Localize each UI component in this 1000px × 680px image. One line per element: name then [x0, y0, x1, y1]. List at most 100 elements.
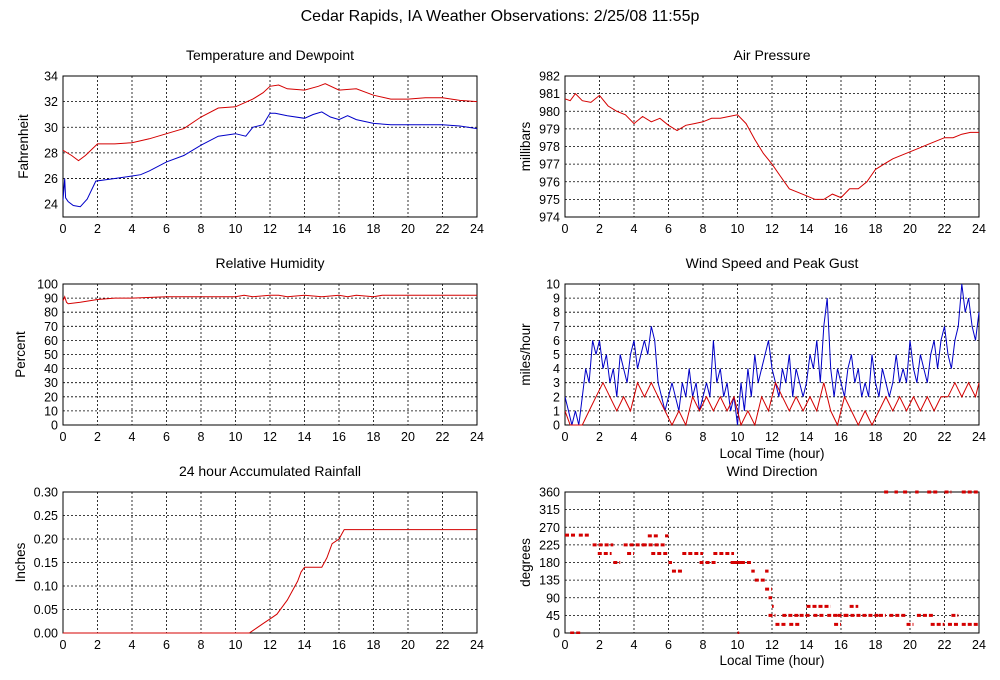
- direction-x-axis-label: Local Time (hour): [719, 653, 824, 668]
- x-tick-label: 4: [129, 222, 136, 236]
- wind-series-blue-line: [565, 283, 980, 426]
- x-tick-label: 10: [229, 222, 243, 236]
- x-tick-label: 14: [298, 222, 312, 236]
- wind-series-red-line: [565, 381, 980, 426]
- x-tick-label: 6: [163, 222, 170, 236]
- x-tick-label: 6: [665, 430, 672, 444]
- wind-plot-frame: [564, 283, 980, 426]
- direction-title: Wind Direction: [726, 463, 817, 479]
- x-tick-label: 20: [401, 638, 415, 652]
- y-tick-label: 60: [44, 334, 58, 348]
- x-tick-label: 6: [665, 638, 672, 652]
- x-tick-label: 16: [834, 430, 848, 444]
- x-tick-label: 4: [129, 638, 136, 652]
- x-tick-label: 16: [834, 222, 848, 236]
- y-tick-label: 0.15: [34, 556, 58, 570]
- y-tick-label: 26: [44, 172, 58, 186]
- x-tick-label: 24: [470, 638, 484, 652]
- wind-y-axis-label: miles/hour: [518, 323, 533, 386]
- y-tick-label: 977: [539, 158, 560, 172]
- page-title: Cedar Rapids, IA Weather Observations: 2…: [300, 8, 700, 25]
- x-tick-label: 8: [700, 222, 707, 236]
- x-tick-label: 14: [800, 638, 814, 652]
- x-tick-label: 8: [198, 222, 205, 236]
- y-tick-label: 80: [44, 306, 58, 320]
- x-tick-label: 22: [938, 430, 952, 444]
- x-tick-label: 18: [367, 638, 381, 652]
- x-tick-label: 18: [869, 638, 883, 652]
- y-tick-label: 976: [539, 175, 560, 189]
- x-tick-label: 2: [94, 222, 101, 236]
- temp-plot-frame: [62, 75, 478, 218]
- y-tick-label: 360: [539, 486, 560, 500]
- rain-y-axis-label: Inches: [13, 542, 28, 582]
- x-tick-label: 4: [129, 430, 136, 444]
- y-tick-label: 50: [44, 348, 58, 362]
- y-tick-label: 10: [546, 278, 560, 292]
- y-tick-label: 0: [51, 419, 58, 433]
- x-tick-label: 8: [700, 430, 707, 444]
- direction-y-axis-label: degrees: [518, 538, 533, 587]
- x-tick-label: 12: [765, 430, 779, 444]
- y-tick-label: 34: [44, 70, 58, 84]
- y-tick-label: 30: [44, 121, 58, 135]
- x-tick-label: 22: [938, 222, 952, 236]
- y-tick-label: 0.05: [34, 603, 58, 617]
- rain-plot-frame: [62, 491, 478, 634]
- x-tick-label: 24: [470, 430, 484, 444]
- x-tick-label: 16: [332, 430, 346, 444]
- x-tick-label: 18: [367, 222, 381, 236]
- x-tick-label: 4: [631, 222, 638, 236]
- x-tick-label: 20: [401, 430, 415, 444]
- x-tick-label: 16: [332, 638, 346, 652]
- wind-x-axis-label: Local Time (hour): [719, 446, 824, 461]
- y-tick-label: 7: [553, 320, 560, 334]
- y-tick-label: 982: [539, 70, 560, 84]
- x-tick-label: 0: [60, 638, 67, 652]
- rh-plot-frame: [62, 283, 478, 426]
- y-tick-label: 0.25: [34, 509, 58, 523]
- x-tick-label: 22: [436, 638, 450, 652]
- y-tick-label: 70: [44, 320, 58, 334]
- y-tick-label: 2: [553, 390, 560, 404]
- x-tick-label: 12: [765, 222, 779, 236]
- x-tick-label: 0: [562, 638, 569, 652]
- direction-plot-frame: [564, 491, 980, 634]
- y-tick-label: 90: [44, 292, 58, 306]
- y-tick-label: 981: [539, 87, 560, 101]
- x-tick-label: 2: [94, 638, 101, 652]
- x-tick-label: 12: [263, 638, 277, 652]
- y-tick-label: 980: [539, 105, 560, 119]
- x-tick-label: 24: [470, 222, 484, 236]
- x-tick-label: 0: [562, 430, 569, 444]
- temp-series-blue-line: [63, 111, 478, 208]
- y-tick-label: 24: [44, 198, 58, 212]
- x-tick-label: 10: [229, 430, 243, 444]
- x-tick-label: 14: [800, 430, 814, 444]
- temp-title: Temperature and Dewpoint: [186, 47, 354, 63]
- y-tick-label: 135: [539, 574, 560, 588]
- pressure-title: Air Pressure: [733, 47, 810, 63]
- x-tick-label: 20: [903, 222, 917, 236]
- y-tick-label: 979: [539, 122, 560, 136]
- y-tick-label: 20: [44, 390, 58, 404]
- y-tick-label: 0.00: [34, 627, 58, 641]
- x-tick-label: 20: [903, 638, 917, 652]
- x-tick-label: 10: [731, 430, 745, 444]
- y-tick-label: 5: [553, 348, 560, 362]
- y-tick-label: 9: [553, 292, 560, 306]
- y-tick-label: 30: [44, 376, 58, 390]
- y-tick-label: 270: [539, 521, 560, 535]
- pressure-plot-frame: [564, 75, 980, 218]
- x-tick-label: 4: [631, 430, 638, 444]
- x-tick-label: 10: [229, 638, 243, 652]
- x-tick-label: 6: [163, 638, 170, 652]
- x-tick-label: 14: [800, 222, 814, 236]
